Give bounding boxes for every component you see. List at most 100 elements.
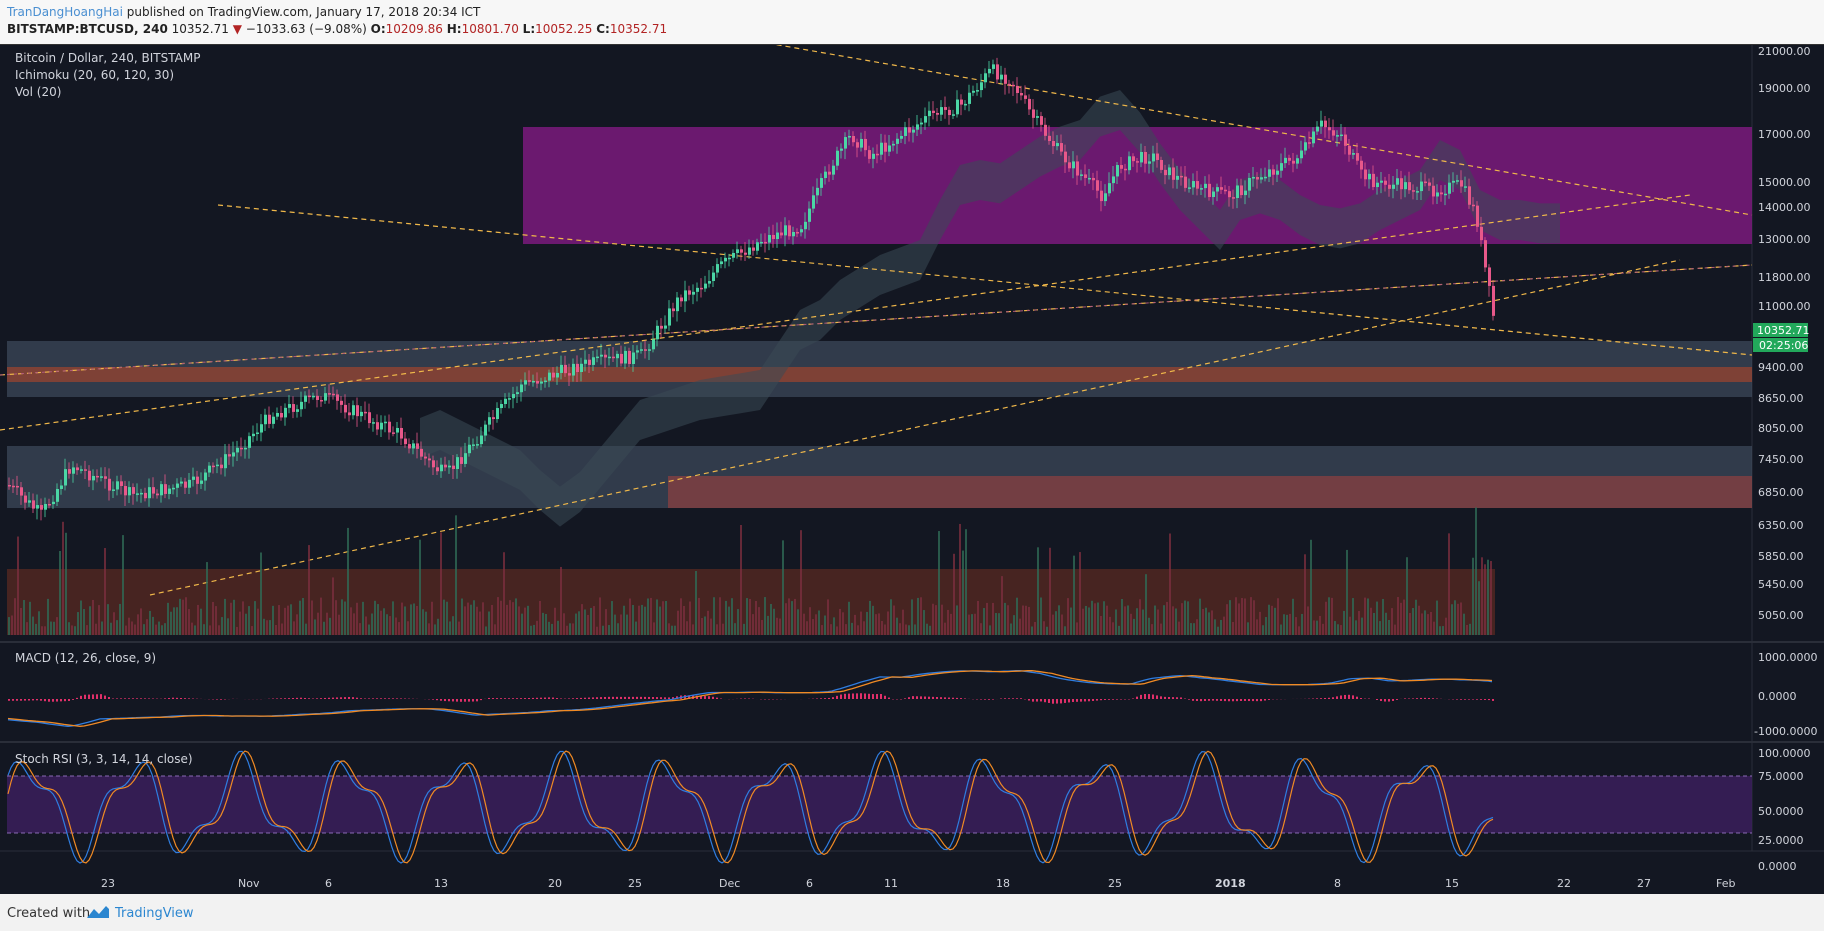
- volume-bar: [1337, 624, 1339, 635]
- volume-bar: [227, 618, 229, 635]
- volume-bar: [92, 599, 94, 635]
- macd-histogram-bar: [1216, 699, 1218, 701]
- macd-histogram-bar: [640, 696, 642, 699]
- macd-histogram-bar: [112, 698, 114, 699]
- macd-histogram-bar: [1084, 699, 1086, 702]
- volume-bar: [1460, 602, 1462, 635]
- volume-bar: [1166, 601, 1168, 635]
- macd-histogram-bar: [496, 698, 498, 699]
- candle-body: [1360, 160, 1363, 170]
- candle-body: [1344, 134, 1347, 146]
- macd-histogram-bar: [504, 698, 506, 699]
- volume-bar: [1313, 620, 1315, 635]
- volume-bar: [1253, 600, 1255, 635]
- chart-svg[interactable]: Bitcoin / Dollar, 240, BITSTAMP Ichimoku…: [0, 39, 1824, 895]
- volume-bar: [1355, 620, 1357, 635]
- volume-bar: [62, 521, 64, 635]
- volume-bar: [341, 599, 343, 635]
- candle-body: [1004, 74, 1007, 84]
- macd-histogram-bar: [1424, 697, 1426, 699]
- macd-histogram-bar: [1008, 698, 1010, 699]
- macd-histogram-bar: [1152, 694, 1154, 699]
- volume-bar: [152, 616, 154, 635]
- volume-bar: [758, 607, 760, 635]
- candle-body: [460, 457, 463, 464]
- macd-histogram-bar: [1096, 699, 1098, 701]
- volume-bar: [485, 626, 487, 635]
- macd-histogram-bar: [488, 697, 490, 699]
- candle-body: [752, 247, 755, 251]
- candle-body: [856, 142, 859, 148]
- stoch-rsi-axis[interactable]: 100.0000 75.0000 50.0000 25.0000 0.0000: [1758, 747, 1811, 873]
- trendlines: [0, 39, 1753, 596]
- volume-bar: [1181, 603, 1183, 635]
- volume-bar: [716, 624, 718, 635]
- candle-body: [284, 407, 287, 418]
- macd-histogram-bar: [924, 696, 926, 699]
- publish-line: TranDangHoangHai published on TradingVie…: [7, 5, 480, 19]
- macd-histogram-bar: [880, 693, 882, 699]
- volume-bar: [503, 552, 505, 635]
- macd-histogram-bar: [532, 697, 534, 699]
- volume-bar: [845, 624, 847, 635]
- macd-axis[interactable]: 1000.0000 0.0000 -1000.0000: [1754, 651, 1818, 738]
- macd-histogram-bar: [608, 696, 610, 699]
- macd-histogram-bar: [220, 699, 222, 700]
- volume-bar: [647, 598, 649, 635]
- candle-body: [268, 414, 271, 424]
- price-axis[interactable]: 21000.00 19000.00 17000.00 15000.00 1400…: [1758, 45, 1811, 622]
- candle-body: [1236, 185, 1239, 199]
- candle-body: [1372, 173, 1375, 188]
- main-pane-title: Bitcoin / Dollar, 240, BITSTAMP: [15, 51, 200, 65]
- time-axis[interactable]: 23 Nov 6 13 20 25 Dec 6 11 18 25 2018 8 …: [101, 877, 1735, 890]
- macd-histogram-bar: [56, 699, 58, 702]
- volume-bar: [548, 621, 550, 635]
- volume-bar: [710, 618, 712, 635]
- chart-area[interactable]: Bitcoin / Dollar, 240, BITSTAMP Ichimoku…: [0, 39, 1824, 895]
- candle-body: [528, 380, 531, 382]
- macd-histogram-bar: [1228, 699, 1230, 702]
- candle-body: [596, 356, 599, 359]
- author-link[interactable]: TranDangHoangHai: [7, 5, 123, 19]
- macd-histogram-bar: [448, 699, 450, 702]
- stoch-rsi-lines: [7, 750, 1494, 864]
- macd-histogram-bar: [524, 698, 526, 699]
- tradingview-brand-link[interactable]: TradingView: [115, 906, 194, 921]
- rsi-label: 25.0000: [1758, 834, 1804, 847]
- macd-histogram-bar: [348, 696, 350, 699]
- macd-histogram-bar: [620, 696, 622, 699]
- volume-bar: [302, 597, 304, 635]
- volume-bar: [26, 622, 28, 635]
- macd-histogram-bar: [1076, 699, 1078, 702]
- volume-bar: [1433, 621, 1435, 635]
- volume-bar: [830, 624, 832, 635]
- volume-bar: [866, 611, 868, 635]
- macd-histogram-bar: [148, 698, 150, 699]
- candle-body: [772, 234, 775, 240]
- candle-body: [1348, 145, 1351, 155]
- candle-body: [680, 297, 683, 302]
- macd-histogram-bar: [128, 698, 130, 699]
- candle-body: [488, 417, 491, 425]
- volume-bar: [1139, 599, 1141, 635]
- macd-histogram-bar: [552, 697, 554, 699]
- volume-bar: [236, 626, 238, 635]
- volume-bar: [1115, 609, 1117, 635]
- macd-histogram-bar: [292, 698, 294, 699]
- volume-bar: [848, 601, 850, 635]
- volume-bar: [551, 623, 553, 635]
- tradingview-logo-icon[interactable]: [86, 904, 110, 920]
- candle-body: [672, 308, 675, 312]
- candle-body: [940, 107, 943, 115]
- volume-bar: [572, 623, 574, 635]
- macd-histogram-bar: [832, 697, 834, 699]
- macd-histogram-bar: [1208, 699, 1210, 701]
- candle-body: [840, 148, 843, 151]
- volume-bar: [293, 621, 295, 635]
- macd-histogram-bar: [1380, 699, 1382, 702]
- volume-bar: [815, 614, 817, 635]
- candle-body: [656, 325, 659, 340]
- macd-histogram-bar: [840, 694, 842, 699]
- candle-body: [1444, 193, 1447, 196]
- candle-body: [824, 171, 827, 179]
